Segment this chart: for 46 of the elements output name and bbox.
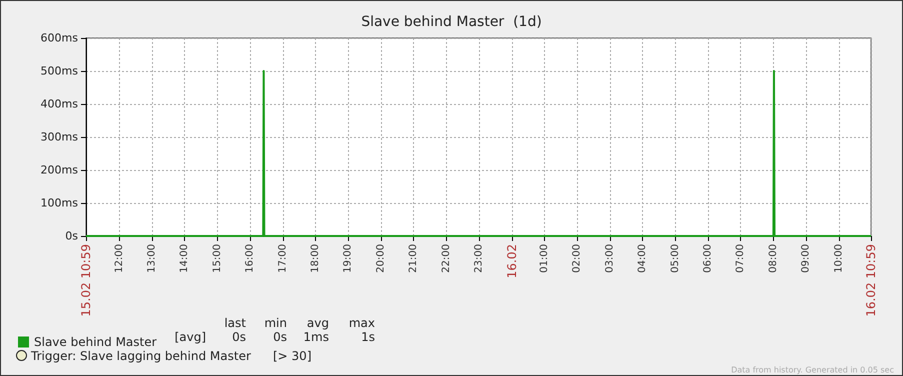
x-tick-label: 01:00 xyxy=(538,244,550,273)
y-tick-label: 300ms xyxy=(40,130,78,144)
x-tick-label: 15:00 xyxy=(212,244,223,273)
y-tick-label: 400ms xyxy=(40,98,78,110)
x-tick-label: 23:00 xyxy=(474,244,485,273)
x-tick-label: 08:00 xyxy=(768,244,779,273)
text: Trigger: Slave lagging behind Master xyxy=(30,349,251,363)
text: Data from history. Generated in 0.05 sec xyxy=(731,366,894,374)
text: avg xyxy=(306,316,329,330)
x-tick-label: 03:00 xyxy=(604,244,616,273)
x-tick-label: 07:00 xyxy=(735,244,746,273)
x-tick-label: 04:00 xyxy=(637,244,648,273)
x-tick-label: 02:00 xyxy=(572,244,583,273)
text: [avg] xyxy=(174,330,206,344)
chart-title: Slave behind Master (1d) xyxy=(361,14,542,30)
text: min xyxy=(264,316,287,330)
text: 0s xyxy=(232,330,246,344)
x-tick-label: 06:00 xyxy=(702,244,714,273)
x-tick-label: 10:00 xyxy=(833,244,844,273)
x-tick-label: 16.02 xyxy=(504,244,519,278)
y-tick-label: 600ms xyxy=(40,32,78,44)
y-tick-label: 200ms xyxy=(40,164,78,176)
text: last xyxy=(224,316,246,330)
y-tick-label: 500ms xyxy=(40,64,78,78)
x-tick-label: 18:00 xyxy=(310,244,322,273)
x-tick-label: 20:00 xyxy=(375,244,386,273)
text: max xyxy=(348,316,375,330)
x-tick-label: 22:00 xyxy=(440,244,452,273)
text: 0s xyxy=(273,330,287,344)
y-tick-label: 0s xyxy=(65,230,78,242)
x-tick-label: 15.02 10:59 xyxy=(79,244,93,317)
x-tick-label: 05:00 xyxy=(670,244,681,273)
text: 1s xyxy=(361,330,375,344)
x-tick-label: 12:00 xyxy=(114,244,125,273)
x-tick-label: 17:00 xyxy=(277,244,288,273)
x-tick-label: 19:00 xyxy=(342,244,354,273)
y-tick-label: 100ms xyxy=(40,196,78,210)
x-tick-label: 09:00 xyxy=(800,244,812,273)
x-tick-label: 21:00 xyxy=(408,244,420,273)
text: 1ms xyxy=(303,330,329,344)
legend-label: Slave behind Master xyxy=(34,335,157,349)
x-tick-label: 14:00 xyxy=(179,244,190,273)
text: [> 30] xyxy=(273,349,312,363)
x-tick-label: 13:00 xyxy=(146,244,158,273)
x-tick-label: 16.02 10:59 xyxy=(864,244,878,317)
x-tick-label: 16:00 xyxy=(244,244,256,273)
